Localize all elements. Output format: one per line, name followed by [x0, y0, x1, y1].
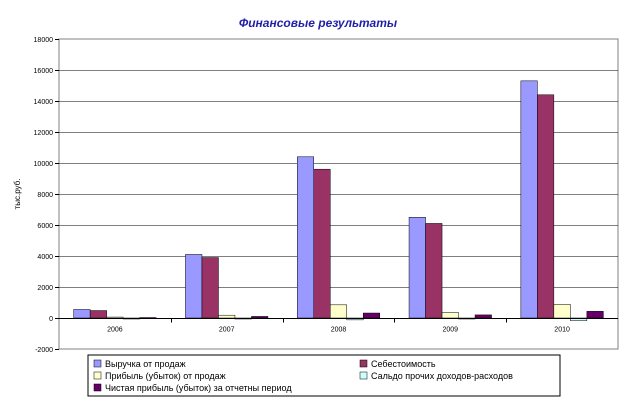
y-tick-label: 14000	[34, 99, 54, 106]
y-tick-label: 6000	[37, 223, 53, 230]
bar-2010-series-1	[520, 80, 538, 319]
x-tick-label: 2010	[554, 327, 570, 334]
legend-swatch	[93, 371, 102, 380]
bar-2010-series-3	[553, 304, 571, 319]
legend-swatch	[93, 359, 102, 368]
bar-2006-series-3	[106, 316, 124, 319]
bar-2009-series-5	[474, 314, 492, 319]
bar-2007-series-5	[251, 316, 269, 319]
bar-2009-series-2	[425, 223, 443, 319]
y-tick-label: 10000	[34, 161, 54, 168]
axes: -2000 0 2000 4000 6000 8000 10000 12000 14000 160…	[34, 37, 618, 354]
y-axis-label: тыс.руб.	[13, 179, 22, 210]
bar-2009-series-1	[408, 217, 426, 319]
bar-2010-series-2	[537, 94, 555, 319]
x-tick-label: 2006	[107, 327, 123, 334]
bar-2006-series-2	[89, 310, 107, 319]
bar-2008-series-5	[363, 312, 380, 319]
y-tick-label: 0	[49, 316, 53, 323]
y-tick-label: 2000	[37, 285, 53, 292]
y-tick-label: 8000	[37, 192, 53, 199]
legend-label: Прибыль (убыток) от продаж	[105, 371, 226, 381]
legend-label: Выручка от продаж	[105, 359, 186, 369]
y-tick-label: 18000	[34, 37, 54, 44]
legend: Выручка от продаж Себестоимость Прибыль (у…	[87, 354, 561, 397]
legend-swatch	[359, 371, 368, 380]
legend-label: Сальдо прочих доходов-расходов	[371, 371, 513, 381]
x-tick-label: 2009	[443, 327, 459, 334]
bar-2010-series-5	[586, 311, 604, 319]
bar-2009-series-3	[441, 312, 459, 319]
bar-2006-series-1	[73, 309, 91, 319]
legend-swatch	[359, 359, 368, 368]
bar-2008-series-3	[330, 304, 347, 319]
y-tick-label: -2000	[35, 347, 53, 354]
bar-2007-series-2	[201, 257, 219, 319]
bar-2008-series-2	[313, 168, 331, 319]
legend-label: Себестоимость	[371, 359, 436, 369]
y-tick-label: 4000	[37, 254, 53, 261]
x-tick-label: 2008	[331, 327, 347, 334]
bars	[73, 80, 604, 321]
bar-2007-series-1	[185, 254, 203, 319]
y-tick-label: 12000	[34, 130, 54, 137]
legend-box	[87, 354, 561, 397]
bar-2007-series-3	[218, 314, 236, 319]
chart-title: Финансовые результаты	[239, 16, 398, 30]
x-tick-label: 2007	[219, 327, 235, 334]
y-tick-label: 16000	[34, 68, 54, 75]
legend-label: Чистая прибыль (убыток) за отчетны перио…	[105, 383, 292, 393]
bar-2008-series-1	[297, 156, 314, 319]
legend-swatch	[93, 383, 102, 392]
